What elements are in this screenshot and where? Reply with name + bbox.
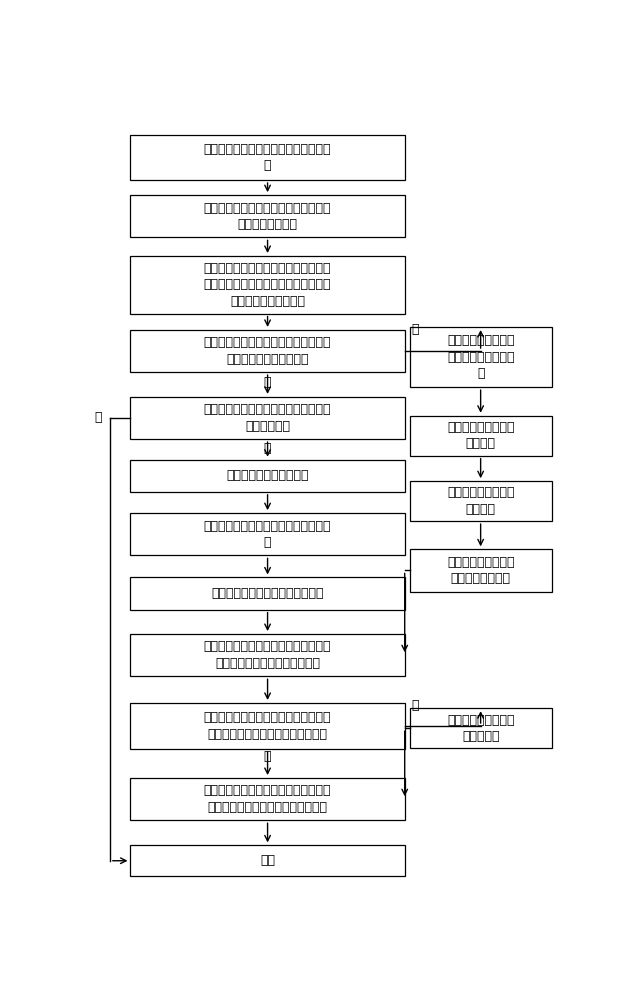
Bar: [130, 256, 404, 314]
Bar: [130, 195, 404, 237]
Text: 人脸识别门禁机抓拍开门通行图像: 人脸识别门禁机抓拍开门通行图像: [211, 587, 324, 600]
Text: 云服务器比对人脸识别门禁机上传的体
温数据是否低于设定的第二报警温度: 云服务器比对人脸识别门禁机上传的体 温数据是否低于设定的第二报警温度: [204, 711, 331, 741]
Bar: [410, 549, 552, 592]
Text: 否: 否: [411, 699, 418, 712]
Text: 服务器向管理人员发
送通知预警: 服务器向管理人员发 送通知预警: [447, 714, 514, 743]
Bar: [130, 135, 404, 180]
Bar: [130, 397, 404, 439]
Bar: [410, 327, 552, 387]
Bar: [130, 460, 404, 492]
Bar: [130, 634, 404, 676]
Text: 否: 否: [411, 323, 418, 336]
Text: 是: 是: [264, 376, 271, 389]
Text: 人脸识别门禁机开门通行: 人脸识别门禁机开门通行: [226, 469, 309, 482]
Text: 结束: 结束: [260, 854, 275, 867]
Bar: [410, 708, 552, 748]
Text: 人脸识别门禁机对此
体温异常数据进行标
记: 人脸识别门禁机对此 体温异常数据进行标 记: [447, 334, 514, 380]
Text: 人脸识别门禁机分析温度成像数据，并
将温度成像数据与人脸进行拟合，提取
人脸区域内的体温数据: 人脸识别门禁机分析温度成像数据，并 将温度成像数据与人脸进行拟合，提取 人脸区域…: [204, 262, 331, 308]
Text: 人脸识别门禁机保存通行记录和体温数
据: 人脸识别门禁机保存通行记录和体温数 据: [204, 520, 331, 549]
Bar: [130, 778, 404, 820]
Text: 否: 否: [95, 411, 102, 424]
Text: 人脸识别门禁机检测到目标区域有人通
过: 人脸识别门禁机检测到目标区域有人通 过: [204, 143, 331, 172]
Text: 人脸识别门禁机抓拍
此人体温异常图像: 人脸识别门禁机抓拍 此人体温异常图像: [447, 556, 514, 585]
Bar: [130, 330, 404, 372]
Text: 是: 是: [264, 442, 271, 455]
Bar: [130, 513, 404, 555]
Bar: [410, 481, 552, 521]
Text: 人脸识别门禁机将通行记录、体温数据
和抓拍图像全部上传至云服务器: 人脸识别门禁机将通行记录、体温数据 和抓拍图像全部上传至云服务器: [204, 640, 331, 670]
Text: 人脸识别门禁机判断通行人员体温是否
低于设定的第一报警温度: 人脸识别门禁机判断通行人员体温是否 低于设定的第一报警温度: [204, 336, 331, 366]
Text: 是: 是: [264, 750, 271, 763]
Bar: [410, 416, 552, 456]
Text: 人脸识别门禁机拒绝
开门通行: 人脸识别门禁机拒绝 开门通行: [447, 421, 514, 450]
Text: 云服务器将人脸识别门禁机上传的通行
记录、体温数据和抓拍图像全部存档: 云服务器将人脸识别门禁机上传的通行 记录、体温数据和抓拍图像全部存档: [204, 784, 331, 814]
Text: 人脸识别门禁机锁定目标脸部区域，并
抓拍温度成像照片: 人脸识别门禁机锁定目标脸部区域，并 抓拍温度成像照片: [204, 202, 331, 231]
Text: 人脸识别门禁机保存
测温记录: 人脸识别门禁机保存 测温记录: [447, 486, 514, 516]
Text: 人脸识别门禁机查询云服务器内是否有
此人身份信息: 人脸识别门禁机查询云服务器内是否有 此人身份信息: [204, 403, 331, 433]
Bar: [130, 845, 404, 876]
Bar: [130, 703, 404, 749]
Bar: [130, 577, 404, 610]
